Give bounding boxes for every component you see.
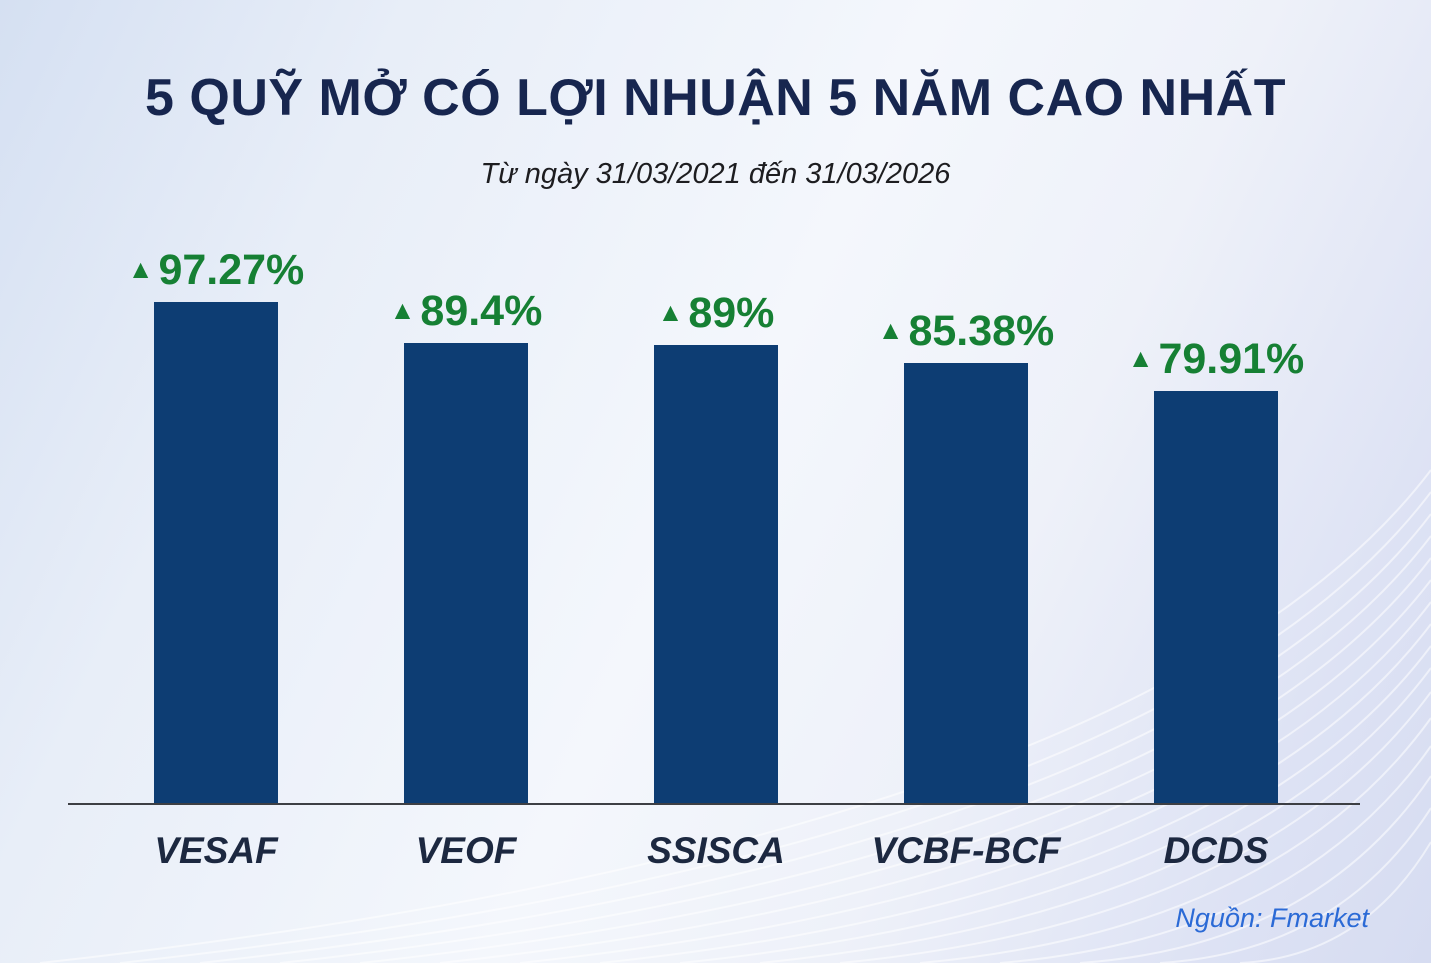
- up-triangle-icon: ▲: [127, 254, 154, 284]
- value-text: 89%: [688, 289, 775, 337]
- bar: [904, 363, 1028, 803]
- up-triangle-icon: ▲: [1127, 343, 1154, 373]
- up-triangle-icon: ▲: [657, 297, 684, 327]
- value-label: ▲ 85.38%: [878, 306, 1055, 355]
- up-triangle-icon: ▲: [389, 295, 416, 325]
- value-label: ▲ 89%: [658, 288, 775, 337]
- value-label: ▲ 97.27%: [128, 245, 305, 294]
- source-credit: Nguồn: Fmarket: [1175, 903, 1369, 933]
- x-axis-line: [68, 803, 1360, 805]
- value-text: 97.27%: [158, 246, 305, 294]
- bar: [1154, 391, 1278, 803]
- category-label: VESAF: [154, 830, 278, 871]
- chart-subtitle: Từ ngày 31/03/2021 đến 31/03/2026: [480, 158, 951, 190]
- value-label: ▲ 89.4%: [390, 286, 543, 335]
- value-text: 85.38%: [908, 307, 1055, 355]
- bar: [404, 343, 528, 803]
- category-label: SSISCA: [647, 830, 785, 871]
- value-text: 79.91%: [1158, 335, 1305, 383]
- value-text: 89.4%: [420, 287, 543, 335]
- bar: [154, 302, 278, 803]
- category-label: VCBF-BCF: [871, 830, 1061, 871]
- chart-title: 5 QUỸ MỞ CÓ LỢI NHUẬN 5 NĂM CAO NHẤT: [145, 69, 1286, 127]
- category-label: VEOF: [415, 830, 517, 871]
- value-label: ▲ 79.91%: [1128, 334, 1305, 383]
- bar: [654, 345, 778, 803]
- up-triangle-icon: ▲: [877, 315, 904, 345]
- category-label: DCDS: [1163, 830, 1269, 871]
